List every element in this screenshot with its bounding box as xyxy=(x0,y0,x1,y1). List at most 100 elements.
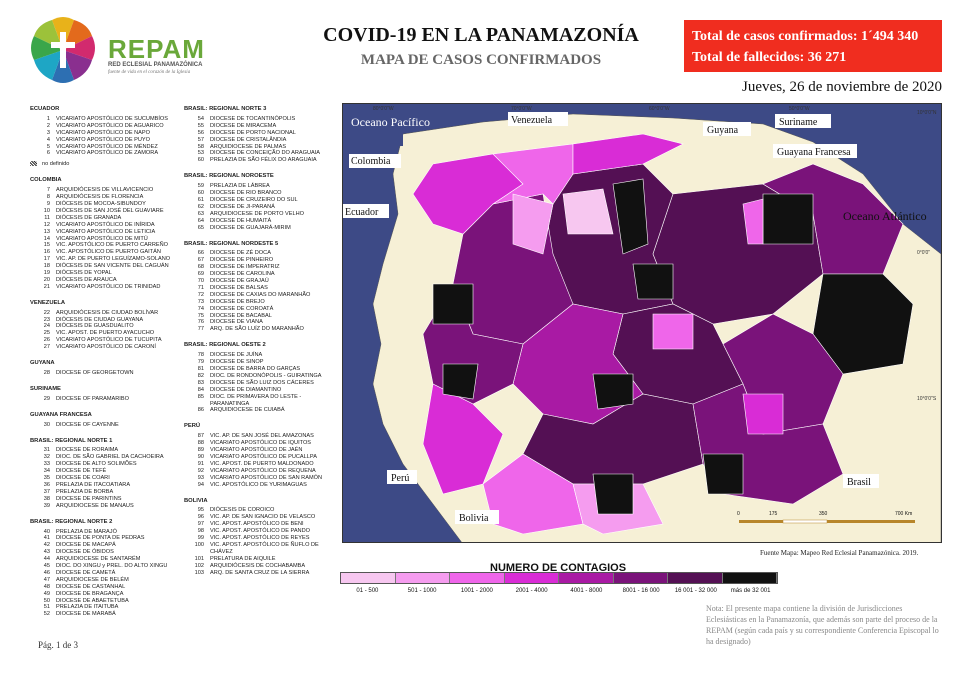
region-bin-2 xyxy=(742,198,764,245)
legend-swatch xyxy=(504,573,559,583)
jurisdiction-number: 52 xyxy=(43,611,50,618)
label-bg xyxy=(455,510,499,524)
jurisdiction-number: 102 xyxy=(194,562,204,569)
jurisdiction-item: 38 DIOCESE DE PARINTINS xyxy=(30,496,180,503)
jurisdiction-number: 37 xyxy=(43,488,50,495)
jurisdiction-item: 37 PRELAZIA DE BORBA xyxy=(30,489,180,496)
jurisdiction-number: 6 xyxy=(46,150,50,157)
jurisdiction-number: 17 xyxy=(43,256,50,263)
legend-label: 501 - 1000 xyxy=(407,588,437,594)
jurisdiction-number: 13 xyxy=(43,228,50,235)
jurisdiction-item: 48 DIOCESE DE CASTANHAL xyxy=(30,584,180,591)
label-bg xyxy=(703,122,751,136)
jurisdiction-item: 99 VIC. APOST. APOSTÓLICO DE REYES xyxy=(184,535,340,542)
jurisdiction-list-right: BRASIL: REGIONAL NORTE 3 54 DIOCESE DE TOC… xyxy=(184,106,340,585)
label-guayana-francesa: Guayana Francesa xyxy=(777,147,851,158)
jurisdiction-number: 26 xyxy=(43,337,50,344)
jurisdiction-name: DIOCESE OF PARAMARIBO xyxy=(56,395,129,402)
jurisdiction-name: DIOCESE DE PORTO NACIONAL xyxy=(210,129,296,136)
jurisdiction-item: 72 DIOCESE DE CAXIAS DO MARANHÃO xyxy=(184,292,340,299)
jurisdiction-item: 56 DIOCESE DE PORTO NACIONAL xyxy=(184,130,340,137)
jurisdiction-name: ARQUIDIOCESE DE BELÉM xyxy=(56,576,129,583)
scale-label: 175 xyxy=(769,511,778,517)
jurisdiction-item: 14 VICARIATO APOSTÓLICO DE MITÚ xyxy=(30,236,180,243)
region-bin-7 xyxy=(762,193,814,245)
jurisdiction-item: 55 DIOCESE DE MIRACEMA xyxy=(184,123,340,130)
jurisdiction-item: 86 ARQUIDIOCESE DE CUIABÁ xyxy=(184,407,340,414)
jurisdiction-item: 74 DIOCESE DE COROATÁ xyxy=(184,306,340,313)
jurisdiction-number: 50 xyxy=(43,597,50,604)
region-bin-7 xyxy=(612,178,649,255)
label-oceano-atlantico: Oceano Atlántico xyxy=(843,209,927,223)
region-bin-7 xyxy=(592,373,634,410)
jurisdiction-name: VIC. AP. DE SAN IGNACIO DE VELASCO xyxy=(210,514,316,521)
jurisdiction-section: BRASIL: REGIONAL NORDESTE 5 66 DIOCESE DE … xyxy=(184,241,340,334)
jurisdiction-number: 3 xyxy=(46,129,50,136)
jurisdiction-number: 53 xyxy=(197,150,204,157)
jurisdiction-item: 58 ARQUIDIOCESE DE PALMAS xyxy=(184,144,340,151)
jurisdiction-section: BRASIL: REGIONAL NOROESTE 59 PRELAZIA DE L… xyxy=(184,173,340,231)
label-bg xyxy=(775,114,831,128)
jurisdiction-number: 99 xyxy=(197,535,204,542)
jurisdiction-name: DIÓCESIS DE CIUDAD GUAYANA xyxy=(56,316,144,323)
jurisdiction-name: DIÓCESIS DE YOPAL xyxy=(56,270,112,277)
jurisdiction-name: DIOC. DE PRIMAVERA DO LESTE - PARANATING… xyxy=(210,393,302,407)
jurisdiction-name: ARQUIDIÓCESIS DE CIUDAD BOLÍVAR xyxy=(56,309,159,316)
jurisdiction-number: 51 xyxy=(43,604,50,611)
jurisdiction-number: 78 xyxy=(197,352,204,359)
jurisdiction-item: 13 VICARIATO APOSTÓLICO DE LETICIA xyxy=(30,229,180,236)
jurisdiction-name: DIOCESE DE BARRA DO GARÇAS xyxy=(210,366,301,372)
jurisdiction-name: PRELAZIA DE ITAITUBA xyxy=(56,604,119,611)
jurisdiction-section: PERÚ 87 VIC. AP. DE SAN JOSÉ DEL AMAZONAS 8… xyxy=(184,423,340,488)
jurisdiction-name: DIOCESE DE CAMETÁ xyxy=(56,569,116,576)
contagios-legend-labels: 01 - 500 501 - 1000 1001 - 2000 2001 - 4000… xyxy=(340,588,778,594)
jurisdiction-name: DIOCESE DE BALSAS xyxy=(210,284,268,291)
jurisdiction-item: 88 VICARIATO APOSTÓLICO DE IQUITOS xyxy=(184,440,340,447)
jurisdiction-number: 67 xyxy=(197,257,204,264)
label-venezuela: Venezuela xyxy=(511,115,553,126)
jurisdiction-name: VIC. APOST. DE PUERTO MALDONADO xyxy=(210,460,314,467)
jurisdiction-item: 83 DIOCESE DE SÃO LUIZ DOS CÁCERES xyxy=(184,380,340,387)
jurisdiction-number: 97 xyxy=(197,521,204,528)
jurisdiction-item: 71 DIOCESE DE BALSAS xyxy=(184,285,340,292)
lon-tick: 70°0'0"W xyxy=(511,106,532,112)
jurisdiction-name: DIOC. DE RONDONÓPOLIS - GUIRATINGA xyxy=(210,372,322,379)
note-text: no definido xyxy=(42,161,70,168)
jurisdiction-section: SURINAME 29 DIOCESE OF PARAMARIBO xyxy=(30,386,180,403)
legend-swatch xyxy=(668,573,723,583)
jurisdiction-name: DIOCESE DE CAXIAS DO MARANHÃO xyxy=(210,291,311,298)
jurisdiction-item: 57 DIOCESE DE CRISTALÂNDIA xyxy=(184,137,340,144)
jurisdiction-name: PRELAZIA DE SÃO FÉLIX DO ARAGUAIA xyxy=(210,157,317,164)
jurisdiction-item: 5 VICARIATO APOSTÓLICO DE MÉNDEZ xyxy=(30,144,180,151)
jurisdiction-item: 10 DIÓCESIS DE SAN JOSÉ DEL GUAVIARE xyxy=(30,208,180,215)
jurisdiction-name: ARQUIDIOCESE DE PORTO VELHO xyxy=(210,210,304,217)
jurisdiction-name: DIOCESE DE ÓBIDOS xyxy=(56,549,114,556)
jurisdiction-section: BOLIVIA 95 DIÓCESIS DE COROICO 96 VIC. AP. D… xyxy=(184,498,340,577)
jurisdiction-number: 69 xyxy=(197,271,204,278)
jurisdiction-number: 29 xyxy=(43,395,50,402)
jurisdiction-item: 77 ARQ. DE SÃO LUÍZ DO MARANHÃO xyxy=(184,326,340,333)
jurisdiction-name: DIOCESE DE MIRACEMA xyxy=(210,122,277,129)
jurisdiction-number: 61 xyxy=(197,196,204,203)
jurisdiction-item: 44 ARQUIDIOCESE DE SANTARÉM xyxy=(30,556,180,563)
contagios-legend-swatches xyxy=(340,572,778,584)
jurisdiction-number: 87 xyxy=(197,433,204,440)
jurisdiction-name: VICARIATO APOSTÓLICO DE NAPO xyxy=(56,129,150,136)
jurisdiction-name: DIOCESE DE PINHEIRO xyxy=(210,257,274,264)
jurisdiction-number: 18 xyxy=(43,263,50,270)
legend-label: 8001 - 16 000 xyxy=(622,588,660,594)
jurisdiction-name: VIC. APOST. APOSTÓLICO DE ÑUFLO DE CHÁVE… xyxy=(210,541,319,555)
jurisdiction-number: 86 xyxy=(197,407,204,414)
jurisdiction-name: DIÓCESIS DE SAN VICENTE DEL CAGUÁN xyxy=(56,263,169,270)
jurisdiction-number: 24 xyxy=(43,323,50,330)
jurisdiction-item: 65 DIOCESE DE GUAJARÁ-MIRIM xyxy=(184,225,340,232)
jurisdiction-number: 40 xyxy=(43,528,50,535)
jurisdiction-name: DIOC. DE SÃO GABRIEL DA CACHOEIRA xyxy=(56,454,164,461)
jurisdiction-number: 46 xyxy=(43,569,50,576)
jurisdiction-name: DIOCESE DE BREJO xyxy=(210,298,265,305)
jurisdiction-number: 9 xyxy=(46,200,50,207)
jurisdiction-name: DIOCESE DE CRISTALÂNDIA xyxy=(210,136,287,143)
jurisdiction-name: DIOCESE DE BRAGANÇA xyxy=(56,590,124,597)
jurisdiction-number: 84 xyxy=(197,386,204,393)
jurisdiction-name: VIC. APOST. APOSTÓLICO DE BENI xyxy=(210,521,304,528)
